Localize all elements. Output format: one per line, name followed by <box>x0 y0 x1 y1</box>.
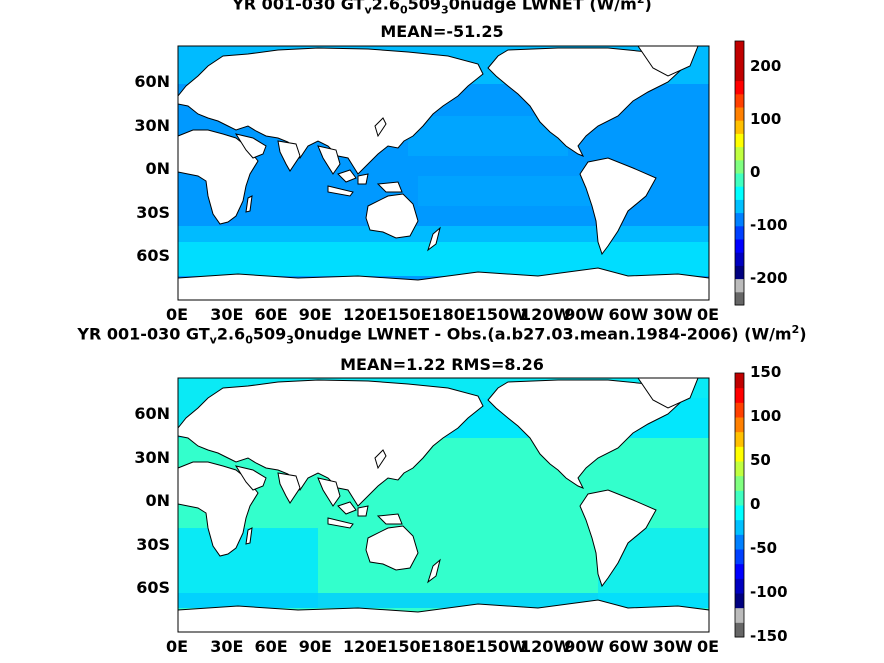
y-tick-label: 60N <box>134 72 170 92</box>
colorbar-segment <box>735 107 744 121</box>
colorbar-segment <box>735 54 744 68</box>
y-tick-label: 30N <box>134 447 170 467</box>
colorbar-segment <box>735 563 744 579</box>
y-tick-label: 0N <box>145 159 170 179</box>
x-tick-label: 90W <box>564 637 605 656</box>
colorbar-tick-label: 200 <box>750 57 782 76</box>
x-tick-label: 150E <box>387 305 432 324</box>
y-tick-label: 30S <box>136 534 170 554</box>
x-tick-label: 120E <box>343 305 388 324</box>
colorbar-segment <box>735 446 744 462</box>
colorbar-tick-label: 100 <box>750 110 782 129</box>
colorbar-tick-label: 0 <box>750 495 761 513</box>
colorbar-segment <box>735 146 744 161</box>
y-tick-label: 60N <box>134 404 170 424</box>
x-tick-label: 150E <box>387 637 432 656</box>
colorbar-tick-label: -150 <box>750 627 788 645</box>
colorbar-segment <box>735 549 744 565</box>
colorbar-segment <box>735 475 744 491</box>
colorbar-segment <box>735 93 744 108</box>
colorbar-segment <box>735 133 744 148</box>
colorbar-segment <box>735 186 744 200</box>
colorbar-tick-label: -100 <box>750 215 788 234</box>
colorbar-tick-label: -200 <box>750 268 788 287</box>
colorbar-segment <box>735 607 744 623</box>
colorbar-segment <box>735 41 744 55</box>
colorbar-segment <box>735 159 744 174</box>
panel1-map <box>177 45 710 301</box>
colorbar-segment <box>735 120 744 134</box>
colorbar-segment <box>735 225 744 240</box>
colorbar-segment <box>735 519 744 535</box>
panel2-subtitle: MEAN=1.22 RMS=8.26 <box>340 355 544 374</box>
x-tick-label: 120W <box>520 637 572 656</box>
colorbar-segment <box>735 265 744 280</box>
colorbar-segment <box>735 67 744 82</box>
colorbar-frame <box>734 40 745 306</box>
colorbar-segment <box>735 173 744 187</box>
panel1-colorbar <box>734 40 745 306</box>
colorbar-segment <box>735 593 744 609</box>
y-tick-label: 60S <box>136 246 170 266</box>
colorbar-segment <box>735 278 744 293</box>
x-tick-label: 0E <box>697 305 720 324</box>
y-tick-label: 60S <box>136 578 170 598</box>
panel1-subtitle: MEAN=-51.25 <box>380 22 504 41</box>
x-tick-label: 90W <box>564 305 605 324</box>
x-tick-label: 0E <box>166 637 189 656</box>
colorbar-segment <box>735 534 744 550</box>
colorbar-segment <box>735 417 744 433</box>
colorbar-segment <box>735 212 744 227</box>
x-tick-label: 60E <box>254 305 288 324</box>
colorbar-segment <box>735 431 744 447</box>
x-tick-label: 120W <box>520 305 572 324</box>
colorbar-segment <box>735 578 744 594</box>
colorbar-tick-label: 50 <box>750 451 771 469</box>
colorbar-tick-label: -100 <box>750 583 788 601</box>
colorbar-segment <box>735 505 744 521</box>
colorbar-segment <box>735 252 744 266</box>
x-tick-label: 30E <box>210 637 244 656</box>
panel2-title: YR 001-030 GTv2.6050930nudge LWNET - Obs… <box>77 323 807 347</box>
x-tick-label: 30W <box>652 637 693 656</box>
colorbar-segment <box>735 239 744 253</box>
x-tick-label: 150W <box>475 305 527 324</box>
y-tick-label: 30S <box>136 202 170 222</box>
colorbar-tick-label: -50 <box>750 539 778 557</box>
x-tick-label: 150W <box>475 637 527 656</box>
colorbar-tick-label: 150 <box>750 363 782 381</box>
colorbar-segment <box>735 373 744 389</box>
colorbar-tick-label: 0 <box>750 163 761 181</box>
x-tick-label: 180E <box>431 637 476 656</box>
colorbar-segment <box>735 402 744 418</box>
colorbar-frame <box>734 372 745 638</box>
y-tick-label: 30N <box>134 115 170 135</box>
colorbar-segment <box>735 80 744 95</box>
x-tick-label: 0E <box>697 637 720 656</box>
x-tick-label: 60W <box>608 637 649 656</box>
x-tick-label: 0E <box>166 305 189 324</box>
x-tick-label: 180E <box>431 305 476 324</box>
x-tick-label: 90E <box>298 637 332 656</box>
panel2-colorbar <box>734 372 745 638</box>
colorbar-segment <box>735 622 744 638</box>
panel1-title: YR 001-030 GTv2.6050930nudge LWNET (W/m2… <box>232 0 652 17</box>
panel2-map <box>177 377 710 633</box>
x-tick-label: 60W <box>608 305 649 324</box>
x-tick-label: 60E <box>254 637 288 656</box>
colorbar-tick-label: 100 <box>750 407 782 425</box>
colorbar-segment <box>735 291 744 306</box>
x-tick-label: 90E <box>298 305 332 324</box>
colorbar-segment <box>735 461 744 477</box>
x-tick-label: 30E <box>210 305 244 324</box>
x-tick-label: 30W <box>652 305 693 324</box>
colorbar-segment <box>735 199 744 214</box>
y-tick-label: 0N <box>145 491 170 511</box>
x-tick-label: 120E <box>343 637 388 656</box>
colorbar-segment <box>735 387 744 403</box>
colorbar-segment <box>735 490 744 506</box>
